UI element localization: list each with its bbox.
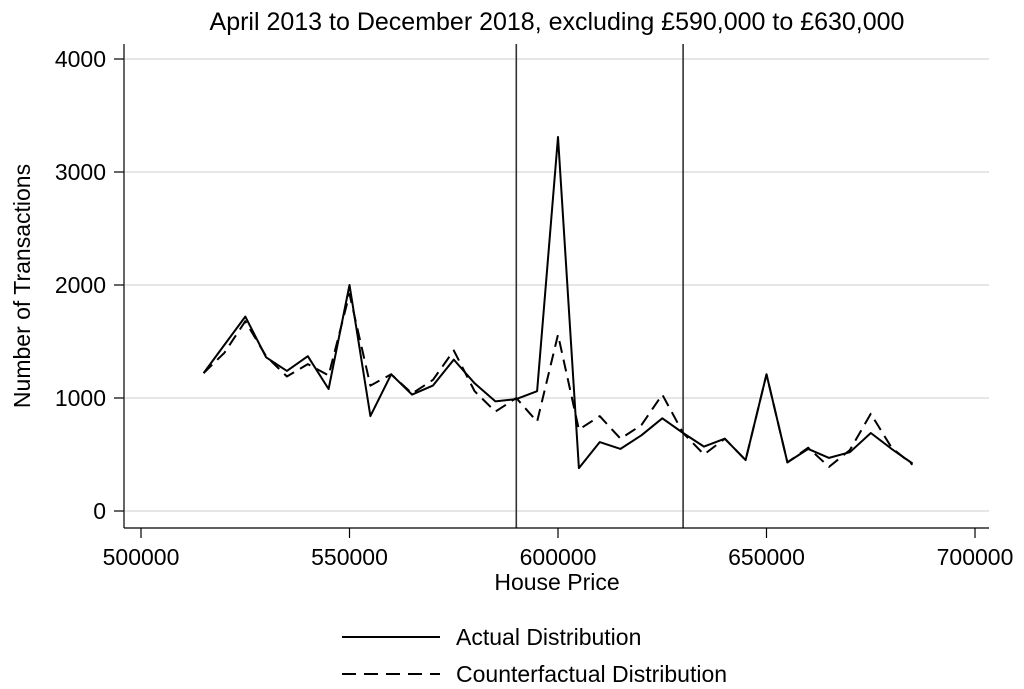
y-tick-label: 0 bbox=[93, 498, 106, 524]
x-tick-label: 600000 bbox=[520, 544, 597, 570]
y-tick-label: 1000 bbox=[55, 385, 106, 411]
x-tick-label: 650000 bbox=[728, 544, 805, 570]
y-axis-ticks: 0 1000 2000 3000 4000 bbox=[55, 46, 124, 524]
x-axis-label: House Price bbox=[494, 569, 619, 595]
legend-label-actual: Actual Distribution bbox=[456, 624, 641, 650]
chart-title: April 2013 to December 2018, excluding £… bbox=[210, 8, 905, 36]
reference-lines bbox=[515, 44, 684, 528]
series-lines bbox=[202, 136, 914, 470]
y-axis-label: Number of Transactions bbox=[9, 164, 35, 408]
legend-label-counterfactual: Counterfactual Distribution bbox=[456, 661, 727, 687]
x-tick-label: 550000 bbox=[311, 544, 388, 570]
legend: Actual Distribution Counterfactual Distr… bbox=[342, 624, 727, 687]
grid-lines bbox=[125, 58, 989, 512]
y-tick-label: 2000 bbox=[55, 272, 106, 298]
actual-distribution-line bbox=[202, 136, 914, 470]
x-tick-label: 700000 bbox=[937, 544, 1014, 570]
counterfactual-distribution-line bbox=[202, 293, 914, 468]
x-axis-ticks: 500000 550000 600000 650000 700000 bbox=[103, 528, 1014, 570]
x-tick-label: 500000 bbox=[103, 544, 180, 570]
y-tick-label: 4000 bbox=[55, 46, 106, 72]
y-tick-label: 3000 bbox=[55, 159, 106, 185]
